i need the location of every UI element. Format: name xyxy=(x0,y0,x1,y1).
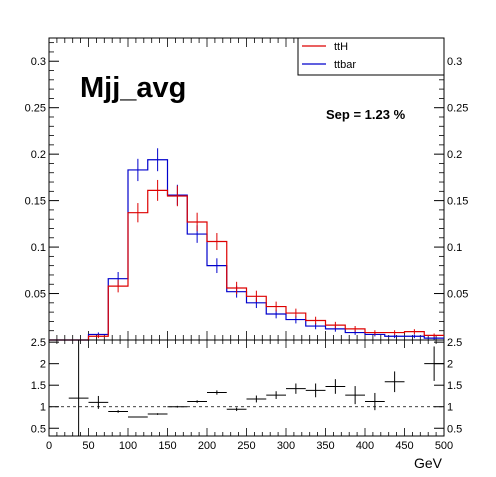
ratio-pad: 0.5 0.5 1 1 1.5 1.5 2 2 2.5 2.5 0 50 100 150 200 250 30… xyxy=(31,337,463,471)
ratio-xtick-label: 50 xyxy=(82,440,94,452)
ratio-point xyxy=(325,379,346,394)
main-y-axis: 0.05 0.05 0.1 0.1 0.15 0.15 0.2 0.2 0.25 0.25 0.3 0… xyxy=(25,42,468,332)
ratio-points xyxy=(68,340,444,436)
ratio-ytick-label: 1.5 xyxy=(31,380,46,392)
ratio-xtick-label: 450 xyxy=(395,440,413,452)
ratio-xtick-label: 150 xyxy=(158,440,176,452)
ratio-frame xyxy=(48,339,445,437)
ratio-ytick-label-right: 0.5 xyxy=(447,423,462,435)
ratio-point xyxy=(147,413,168,415)
chart-title: Mjj_avg xyxy=(80,72,186,104)
ratio-ytick-label: 1 xyxy=(40,402,46,414)
ratio-point xyxy=(108,410,128,413)
x-axis-label: GeV xyxy=(414,455,443,471)
main-ytick-label-right: 0.1 xyxy=(447,242,462,254)
ratio-ytick-label: 2.5 xyxy=(31,337,46,349)
ratio-xtick-label: 500 xyxy=(435,440,453,452)
ratio-ytick-label: 0.5 xyxy=(31,423,46,435)
main-ytick-label: 0.25 xyxy=(25,103,46,115)
main-ytick-label: 0.2 xyxy=(31,149,46,161)
ratio-point xyxy=(246,395,267,403)
ratio-xtick-label: 100 xyxy=(119,440,137,452)
ratio-point xyxy=(207,390,227,395)
ratio-point xyxy=(266,391,286,399)
ratio-ytick-label-right: 2 xyxy=(447,359,453,371)
main-ytick-label-right: 0.05 xyxy=(447,289,468,301)
ratio-point xyxy=(365,392,385,411)
legend-label-tth: ttH xyxy=(334,41,348,53)
ratio-ytick-label: 2 xyxy=(40,359,46,371)
main-ytick-label-right: 0.2 xyxy=(447,149,462,161)
ratio-point xyxy=(305,383,326,398)
ratio-y-axis: 0.5 0.5 1 1 1.5 1.5 2 2 2.5 2.5 xyxy=(31,337,463,435)
ratio-xtick-label: 250 xyxy=(237,440,255,452)
ratio-x-axis: 0 50 100 150 200 250 300 350 400 450 500 xyxy=(46,340,453,452)
ratio-xtick-label: 400 xyxy=(356,440,374,452)
legend: ttH ttbar xyxy=(297,37,445,76)
ratio-point xyxy=(345,386,365,405)
ratio-point xyxy=(384,371,405,393)
main-ytick-label-right: 0.3 xyxy=(447,56,462,68)
ratio-xtick-label: 350 xyxy=(316,440,334,452)
ratio-point xyxy=(88,395,109,409)
ratio-ytick-label-right: 1.5 xyxy=(447,380,462,392)
ratio-xtick-label: 200 xyxy=(198,440,216,452)
ratio-ytick-label-right: 2.5 xyxy=(447,337,462,349)
main-ytick-label: 0.3 xyxy=(31,56,46,68)
hist-line-ttH xyxy=(49,189,444,341)
ratio-xtick-label: 0 xyxy=(46,440,52,452)
main-ytick-label-right: 0.25 xyxy=(447,103,468,115)
main-ytick-label: 0.1 xyxy=(31,242,46,254)
ratio-point xyxy=(128,416,148,418)
legend-box xyxy=(297,37,445,76)
main-ytick-label-right: 0.15 xyxy=(447,196,468,208)
ratio-point xyxy=(68,340,89,436)
legend-label-ttbar: ttbar xyxy=(334,59,356,71)
ratio-point xyxy=(424,346,444,381)
ratio-point xyxy=(226,407,247,412)
main-pad: 0.05 0.05 0.1 0.1 0.15 0.15 0.2 0.2 0.25 0.25 0.3 0… xyxy=(25,37,468,341)
separation-annotation: Sep = 1.23 % xyxy=(326,107,406,122)
tth-histogram xyxy=(49,179,444,341)
ratio-point xyxy=(167,405,188,408)
ratio-point xyxy=(187,400,207,403)
ratio-xtick-label: 300 xyxy=(277,440,295,452)
main-ytick-label: 0.05 xyxy=(25,289,46,301)
main-ytick-label: 0.15 xyxy=(25,196,46,208)
ratio-ytick-label-right: 1 xyxy=(447,402,453,414)
ratio-point xyxy=(286,383,306,394)
